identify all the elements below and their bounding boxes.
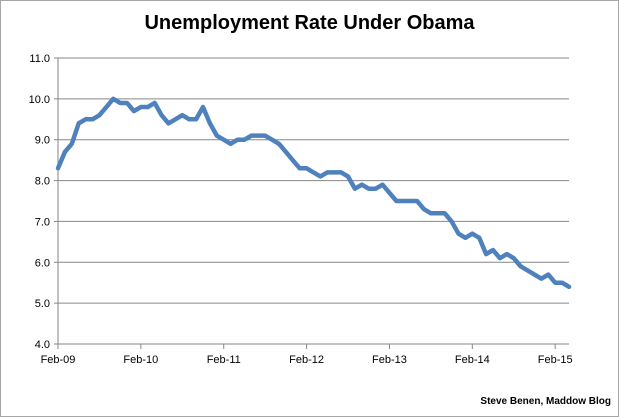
x-axis: Feb-09 Feb-10 Feb-11 Feb-12 Feb-13 Feb-14 Feb-… [41,58,573,366]
x-tick-label: Feb-09 [41,354,76,366]
y-tick-label: 7.0 [35,216,50,228]
y-tick-label: 5.0 [35,298,50,310]
y-axis-ticks: 4.0 5.0 6.0 7.0 8.0 9.0 10.0 11.0 [29,53,58,351]
x-tick-label: Feb-15 [538,354,573,366]
x-tick-label: Feb-10 [123,354,158,366]
x-tick-label: Feb-13 [372,354,407,366]
y-tick-label: 9.0 [35,135,50,147]
series-line-unemployment [55,96,572,290]
chart-title: Unemployment Rate Under Obama [144,12,475,34]
gridlines [58,57,569,345]
y-tick-label: 10.0 [29,94,50,106]
x-tick-label: Feb-14 [455,354,490,366]
source-credit: Steve Benen, Maddow Blog [480,396,611,407]
y-tick-label: 6.0 [35,257,50,269]
y-tick-label: 11.0 [29,53,50,65]
y-tick-label: 8.0 [35,176,50,188]
y-tick-label: 4.0 [35,339,50,351]
x-tick-label: Feb-12 [289,354,324,366]
x-tick-label: Feb-11 [207,354,241,366]
series-layer [55,96,572,290]
